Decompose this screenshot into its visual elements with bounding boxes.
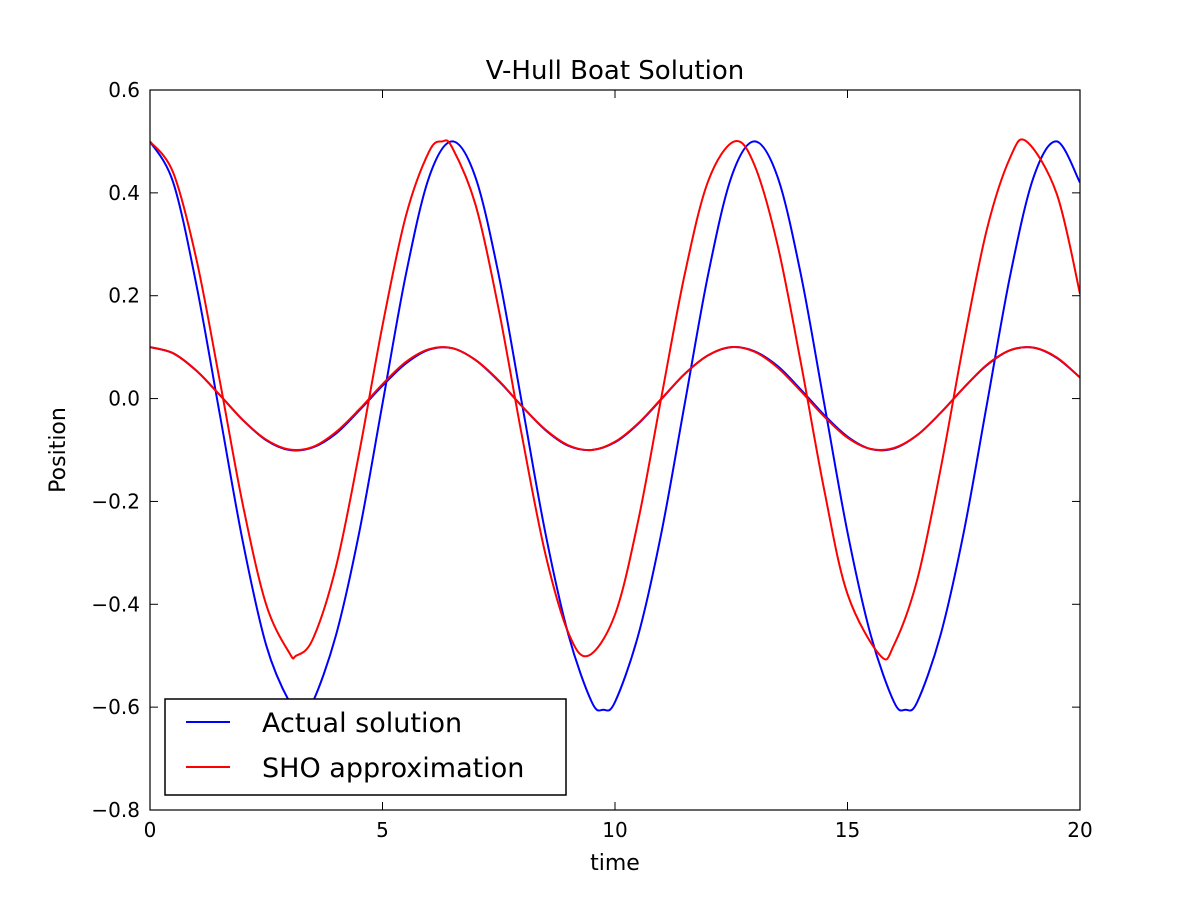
x-tick-label: 10 [602, 818, 627, 842]
y-tick-label: 0.4 [108, 181, 140, 205]
legend-label-actual: Actual solution [262, 708, 462, 739]
y-tick-label: 0.6 [108, 78, 140, 102]
y-tick-label: −0.2 [91, 489, 140, 513]
y-tick-label: 0.0 [108, 387, 140, 411]
x-tick-label: 20 [1067, 818, 1092, 842]
series-line-1-run-0 [150, 138, 1080, 661]
legend: Actual solution SHO approximation [164, 698, 567, 796]
y-axis-ticks: −0.8 −0.6 −0.4 −0.2 0.0 0.2 0.4 0.6 [91, 78, 1080, 822]
y-tick-label: −0.8 [91, 798, 140, 822]
series-line-1-run-1 [150, 346, 1080, 452]
x-axis-label: time [590, 851, 640, 876]
y-axis-label: Position [46, 407, 71, 493]
x-tick-label: 0 [144, 818, 157, 842]
chart-title: V-Hull Boat Solution [486, 56, 744, 86]
y-tick-label: −0.4 [91, 592, 140, 616]
x-axis-ticks: 0 5 10 15 20 [144, 90, 1093, 842]
legend-label-sho: SHO approximation [262, 753, 524, 784]
x-tick-label: 5 [376, 818, 389, 842]
y-tick-label: 0.2 [108, 284, 140, 308]
y-tick-label: −0.6 [91, 695, 140, 719]
legend-box [164, 698, 567, 796]
x-tick-label: 15 [835, 818, 860, 842]
